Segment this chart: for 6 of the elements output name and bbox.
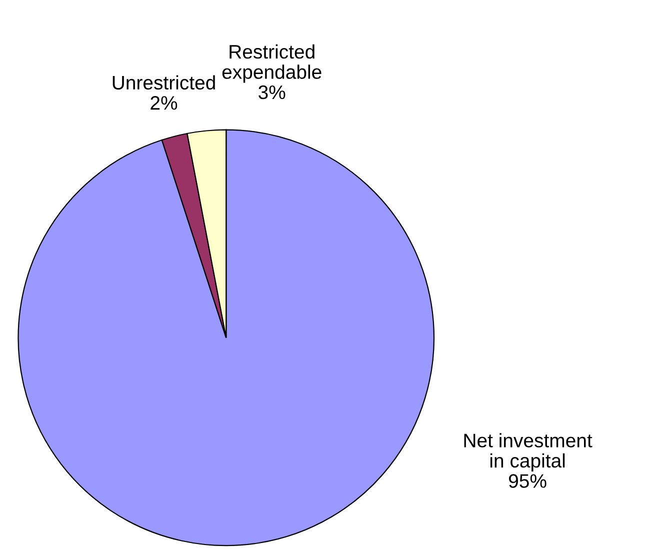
data-label: 95%: [508, 474, 546, 488]
slice-label: Net investment in capital: [464, 433, 592, 472]
slice-label: Restricted expendable: [222, 44, 322, 83]
data-label: 2%: [150, 96, 178, 110]
slice-label: Unrestricted: [112, 75, 215, 90]
data-label: 3%: [258, 85, 286, 100]
